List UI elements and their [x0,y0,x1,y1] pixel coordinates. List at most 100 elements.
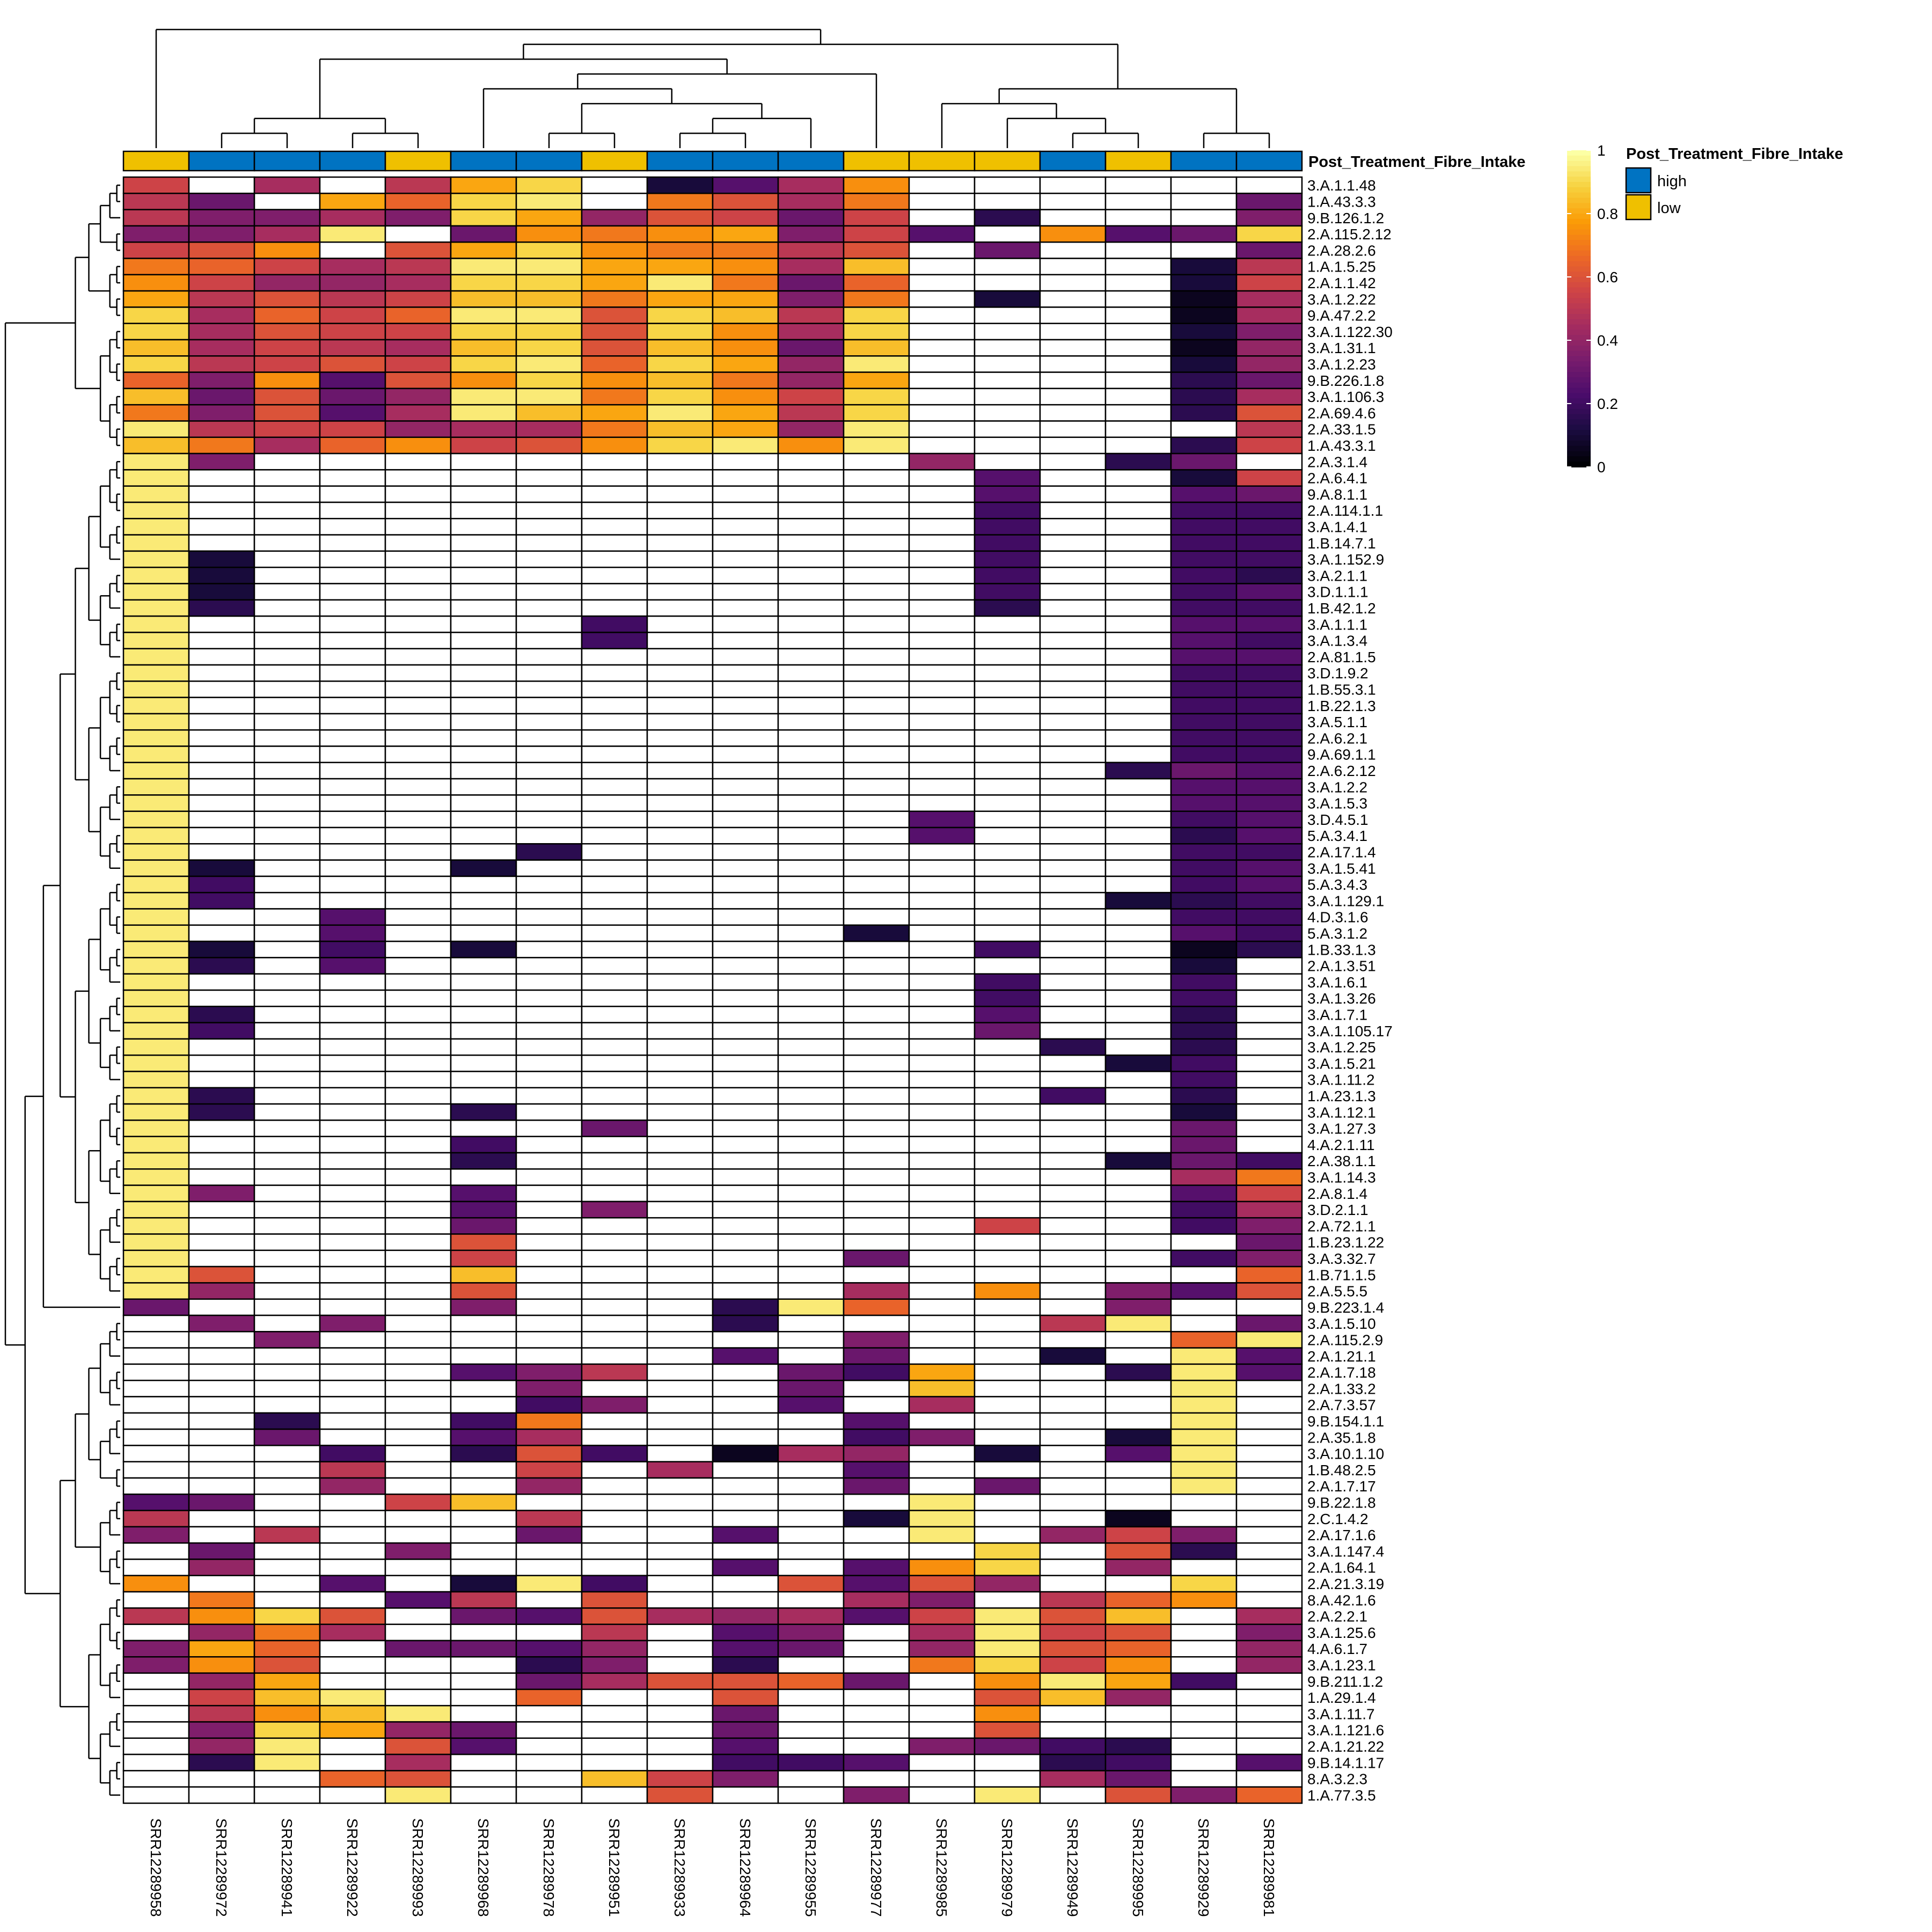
heatmap-cell [1170,924,1238,942]
heatmap-cell [974,1022,1041,1040]
heatmap-cell [712,1314,779,1333]
heatmap-cell [122,1721,190,1739]
heatmap-cell [122,1363,190,1381]
heatmap-cell [319,1022,386,1040]
heatmap-cell [319,1753,386,1772]
heatmap-cell [253,258,321,276]
heatmap-cell [1104,1103,1172,1121]
heatmap-cell [646,1461,714,1479]
heatmap-cell [1235,632,1303,649]
heatmap-cell [974,274,1041,292]
colorbar-bin [1567,255,1591,262]
heatmap-cell [515,713,583,731]
heatmap-cell [122,485,190,503]
heatmap-cell [908,258,976,276]
heatmap-cell [1104,371,1172,390]
heatmap-cell [1235,1704,1303,1723]
heatmap-cell [1039,404,1107,422]
heatmap-cell [908,1494,976,1511]
heatmap-cell [908,355,976,373]
heatmap-cell [1235,778,1303,796]
heatmap-cell [712,697,779,715]
heatmap-cell [646,1721,714,1739]
heatmap-cell [908,1607,976,1625]
heatmap-cell [908,1217,976,1235]
heatmap-cell [384,1607,452,1625]
heatmap-cell [908,615,976,633]
heatmap-cell [908,452,976,471]
heatmap-cell [122,875,190,894]
heatmap-cell [712,1770,779,1788]
heatmap-cell [1104,1623,1172,1642]
heatmap-cell [1170,1249,1238,1268]
heatmap-cell [384,404,452,422]
heatmap-cell [1235,258,1303,276]
heatmap-cell [384,469,452,487]
heatmap-cell [1170,420,1238,438]
heatmap-cell [384,826,452,845]
heatmap-cell [384,1379,452,1397]
heatmap-cell [319,973,386,991]
heatmap-cell [712,176,779,194]
heatmap-cell [253,794,321,812]
heatmap-cell [1170,1136,1238,1154]
heatmap-cell [122,1542,190,1560]
heatmap-cell [843,924,910,942]
heatmap-cell [188,339,255,357]
heatmap-cell [1104,404,1172,422]
heatmap-cell [974,924,1041,942]
heatmap-cell [1170,794,1238,812]
heatmap-cell [450,778,517,796]
heatmap-cell [712,1152,779,1170]
colorbar-bin [1567,372,1591,378]
heatmap-cell [843,1396,910,1414]
heatmap-cell [1235,1591,1303,1609]
heatmap-cell [712,290,779,308]
heatmap-cell [319,1249,386,1268]
heatmap-cell [646,404,714,422]
heatmap-cell [777,891,845,910]
heatmap-cell [974,1103,1041,1121]
heatmap-cell [1039,1152,1107,1170]
heatmap-cell [1039,859,1107,877]
heatmap-cell [319,1363,386,1381]
heatmap-cell [384,973,452,991]
heatmap-cell [908,697,976,715]
heatmap-cell [777,908,845,926]
column-label: SRR12289979 [999,1818,1015,1917]
heatmap-cell [646,290,714,308]
heatmap-cell [974,713,1041,731]
heatmap-cell [1039,1006,1107,1023]
heatmap-cell [515,843,583,861]
heatmap-cell [515,615,583,633]
heatmap-cell [122,583,190,601]
heatmap-cell [253,664,321,682]
heatmap-cell [1170,1379,1238,1397]
heatmap-cell [1235,1412,1303,1430]
heatmap-cell [1039,1428,1107,1446]
heatmap-cell [843,1168,910,1186]
heatmap-cell [843,989,910,1007]
heatmap-cell [319,1623,386,1642]
heatmap-cell [777,1038,845,1056]
heatmap-cell [188,1282,255,1300]
heatmap-cell [581,518,648,536]
heatmap-cell [1104,290,1172,308]
heatmap-cell [319,713,386,731]
heatmap-cell [777,1623,845,1642]
heatmap-cell [581,713,648,731]
heatmap-cell [974,306,1041,324]
heatmap-cell [515,1119,583,1137]
annotation-cell-low [843,150,910,172]
heatmap-cell [843,485,910,503]
heatmap-cell [974,436,1041,455]
heatmap-cell [515,1607,583,1625]
heatmap-cell [1104,452,1172,471]
colorbar-tick-label: 0 [1597,459,1606,475]
heatmap-cell [450,1249,517,1268]
heatmap-cell [712,1510,779,1528]
heatmap-cell [777,306,845,324]
heatmap-cell [1039,1770,1107,1788]
heatmap-cell [188,1038,255,1056]
heatmap-cell [777,550,845,568]
